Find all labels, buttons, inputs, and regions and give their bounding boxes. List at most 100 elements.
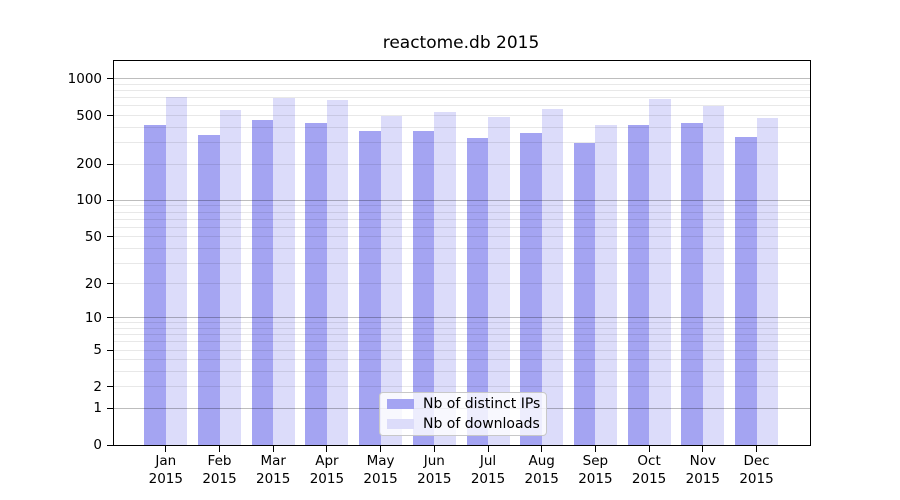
- x-axis-tick: [594, 446, 596, 452]
- bar-may-downloads: [380, 115, 403, 445]
- y-axis-tick: [107, 386, 113, 388]
- x-tick-label: Nov 2015: [671, 453, 735, 488]
- bar-aug-downloads: [541, 108, 564, 445]
- legend-swatch-downloads-icon: [387, 418, 414, 430]
- bar-apr-distinct-ips: [305, 122, 327, 445]
- x-tick-month: Mar: [260, 453, 286, 469]
- y-axis-tick: [107, 317, 113, 319]
- x-tick-year: 2015: [470, 470, 506, 487]
- y-axis-tick: [107, 407, 113, 409]
- y-axis-tick: [107, 115, 113, 117]
- minor-gridline: [113, 163, 810, 165]
- x-tick-label: Jun 2015: [402, 453, 466, 488]
- x-tick-month: Jul: [479, 453, 497, 469]
- x-tick-year: 2015: [309, 470, 345, 487]
- bar-nov-distinct-ips: [681, 122, 703, 445]
- x-axis-tick: [541, 446, 543, 452]
- minor-gridline: [113, 371, 810, 373]
- x-axis-tick: [756, 446, 757, 452]
- legend-swatch-distinct-ips-icon: [387, 398, 414, 410]
- x-tick-label: Oct 2015: [617, 453, 681, 488]
- x-tick-year: 2015: [578, 470, 613, 487]
- x-tick-month: Nov: [689, 453, 716, 469]
- minor-gridline: [113, 218, 810, 220]
- bar-nov-downloads: [702, 105, 725, 445]
- bar-dec-distinct-ips: [735, 136, 757, 445]
- minor-gridline: [113, 341, 810, 343]
- legend-item-downloads: Nb of downloads: [387, 416, 546, 432]
- major-gridline: [113, 317, 810, 319]
- y-tick-label: 2: [93, 378, 102, 395]
- y-axis-tick: [107, 444, 113, 446]
- bar-jun-downloads: [434, 111, 456, 445]
- x-axis-tick: [380, 446, 382, 452]
- minor-gridline: [113, 359, 810, 361]
- x-tick-month: Oct: [637, 453, 661, 469]
- minor-gridline: [113, 334, 810, 336]
- x-tick-month: Jun: [423, 453, 445, 469]
- minor-gridline: [113, 226, 810, 228]
- x-axis-tick: [326, 446, 328, 452]
- y-axis-tick: [107, 78, 113, 80]
- bar-may-distinct-ips: [359, 130, 381, 445]
- y-tick-label: 1: [93, 400, 102, 417]
- legend-item-distinct-ips: Nb of distinct IPs: [387, 396, 546, 412]
- y-axis-tick: [107, 163, 113, 165]
- x-tick-year: 2015: [148, 470, 183, 487]
- minor-gridline: [113, 84, 810, 85]
- minor-gridline: [113, 205, 810, 207]
- minor-gridline: [113, 90, 810, 92]
- y-tick-label: 50: [84, 228, 102, 245]
- y-tick-label: 500: [76, 107, 102, 124]
- x-tick-month: Feb: [207, 453, 232, 469]
- x-tick-label: Dec 2015: [725, 453, 789, 488]
- bar-mar-distinct-ips: [251, 120, 274, 445]
- y-tick-label: 1000: [67, 70, 102, 87]
- y-axis-tick: [107, 236, 113, 238]
- bar-jan-downloads: [165, 97, 188, 445]
- minor-gridline: [113, 105, 810, 107]
- x-tick-label: May 2015: [349, 453, 413, 488]
- bar-feb-downloads: [219, 109, 241, 445]
- x-tick-month: Sep: [582, 453, 609, 469]
- minor-gridline: [113, 386, 810, 388]
- x-tick-month: Aug: [528, 453, 555, 469]
- y-tick-label: 20: [84, 275, 102, 292]
- bar-jun-distinct-ips: [412, 131, 435, 445]
- bar-jul-downloads: [488, 117, 510, 445]
- legend-label-downloads: Nb of downloads: [423, 416, 540, 432]
- y-tick-label: 10: [84, 309, 102, 326]
- x-tick-year: 2015: [631, 470, 667, 487]
- x-tick-year: 2015: [202, 470, 237, 487]
- minor-gridline: [113, 283, 810, 285]
- legend: Nb of distinct IPs Nb of downloads: [379, 392, 547, 436]
- x-tick-month: May: [366, 453, 395, 469]
- bar-jan-distinct-ips: [144, 124, 166, 445]
- legend-label-distinct-ips: Nb of distinct IPs: [423, 396, 541, 412]
- x-tick-month: Jan: [155, 453, 177, 469]
- minor-gridline: [113, 126, 810, 128]
- x-tick-label: Feb 2015: [188, 453, 252, 488]
- x-tick-year: 2015: [256, 470, 291, 487]
- minor-gridline: [113, 115, 810, 117]
- y-tick-label: 200: [76, 156, 102, 172]
- x-axis-tick: [702, 446, 704, 452]
- x-tick-label: Sep 2015: [563, 453, 627, 488]
- x-tick-year: 2015: [524, 470, 559, 487]
- x-axis-tick: [487, 446, 489, 452]
- x-tick-label: Aug 2015: [510, 453, 574, 488]
- x-tick-year: 2015: [685, 470, 720, 487]
- major-gridline: [113, 199, 810, 201]
- x-tick-year: 2015: [363, 470, 398, 487]
- y-tick-label: 100: [76, 192, 102, 209]
- minor-gridline: [113, 328, 810, 330]
- bar-dec-downloads: [756, 117, 778, 445]
- bar-sep-distinct-ips: [573, 143, 596, 445]
- minor-gridline: [113, 211, 810, 213]
- bar-sep-downloads: [595, 124, 617, 445]
- bar-apr-downloads: [326, 99, 349, 445]
- x-axis-tick: [272, 446, 274, 452]
- minor-gridline: [113, 262, 810, 264]
- minor-gridline: [113, 236, 810, 238]
